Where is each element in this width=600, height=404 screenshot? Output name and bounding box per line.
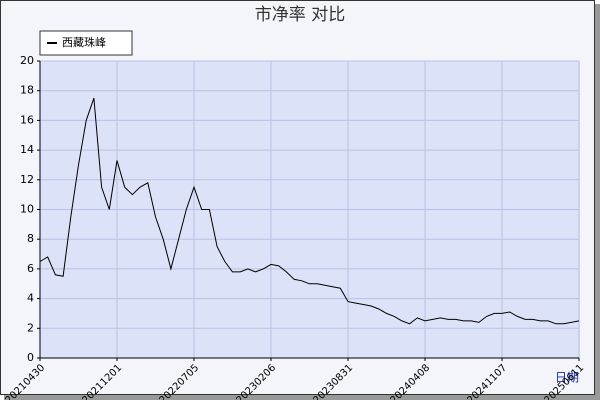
y-tick-label: 2 xyxy=(27,321,34,334)
y-tick-label: 14 xyxy=(20,143,34,156)
y-tick-label: 18 xyxy=(20,84,34,97)
chart-title: 市净率 对比 xyxy=(255,5,345,25)
x-axis-label: 日期 xyxy=(555,371,579,385)
series-line xyxy=(39,97,580,325)
y-tick-label: 12 xyxy=(20,173,34,186)
y-tick-label: 8 xyxy=(27,232,34,245)
y-tick-label: 16 xyxy=(20,113,34,126)
y-tick-label: 6 xyxy=(27,262,34,275)
y-tick-label: 4 xyxy=(27,292,34,305)
y-tick-label: 20 xyxy=(20,54,34,67)
legend-label: 西藏珠峰 xyxy=(62,35,106,49)
y-tick-label: 0 xyxy=(27,351,34,364)
y-tick-label: 10 xyxy=(20,203,34,216)
